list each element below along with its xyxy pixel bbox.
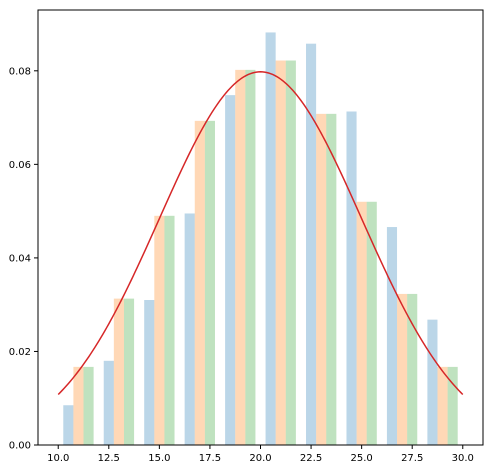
bar-series-3-1 (83, 366, 94, 445)
bar-series-1-5 (225, 95, 236, 445)
bar-series-1-3 (144, 300, 155, 445)
x-tick-label: 30.0 (452, 453, 474, 464)
bar-series-2-3 (154, 215, 165, 445)
bar-series-3-2 (123, 298, 135, 445)
bars-layer (63, 32, 458, 446)
curve-layer (57, 71, 464, 396)
y-tick-label: 0.00 (9, 441, 31, 452)
bar-series-1-8 (346, 111, 357, 445)
bar-series-2-5 (235, 69, 246, 446)
bar-series-1-4 (184, 213, 195, 445)
bar-series-1-7 (306, 43, 317, 446)
bar-series-1-1 (63, 405, 74, 445)
normal-curve-line (57, 71, 464, 396)
bar-series-3-8 (366, 201, 377, 445)
y-axis: 0.00 0.02 0.04 0.06 0.08 (9, 66, 38, 452)
x-tick-label: 12.5 (98, 453, 120, 464)
bar-series-2-9 (397, 293, 408, 445)
y-tick-label: 0.04 (9, 253, 31, 264)
bar-series-3-5 (245, 69, 256, 446)
x-tick-label: 10.0 (47, 453, 69, 464)
y-tick-label: 0.06 (9, 160, 31, 171)
bar-series-1-6 (265, 32, 276, 445)
bar-series-3-6 (285, 60, 296, 446)
bar-series-3-10 (447, 366, 458, 445)
bar-series-2-4 (194, 120, 205, 445)
x-tick-label: 25.0 (351, 453, 373, 464)
bar-series-3-4 (204, 120, 215, 445)
bar-series-1-9 (386, 227, 398, 445)
bar-series-2-2 (113, 298, 124, 445)
bar-series-3-9 (407, 293, 418, 445)
bar-series-2-10 (437, 366, 448, 445)
bar-series-3-7 (326, 113, 337, 445)
x-tick-label: 27.5 (401, 453, 423, 464)
x-tick-label: 22.5 (300, 453, 322, 464)
bar-series-1-10 (427, 319, 438, 445)
x-tick-label: 17.5 (199, 453, 221, 464)
y-tick-label: 0.02 (9, 347, 31, 358)
y-tick-label: 0.08 (9, 66, 31, 77)
bar-series-2-6 (275, 60, 286, 446)
x-axis: 10.0 12.5 15.0 17.5 20.0 22.5 25.0 27.5 30.0 (47, 445, 474, 464)
bar-series-2-8 (356, 201, 367, 445)
x-tick-label: 20.0 (249, 453, 271, 464)
x-tick-label: 15.0 (148, 453, 170, 464)
bar-series-1-2 (103, 360, 114, 445)
bar-series-2-1 (73, 366, 84, 445)
bar-series-3-3 (164, 215, 175, 445)
bar-series-2-7 (316, 113, 327, 445)
